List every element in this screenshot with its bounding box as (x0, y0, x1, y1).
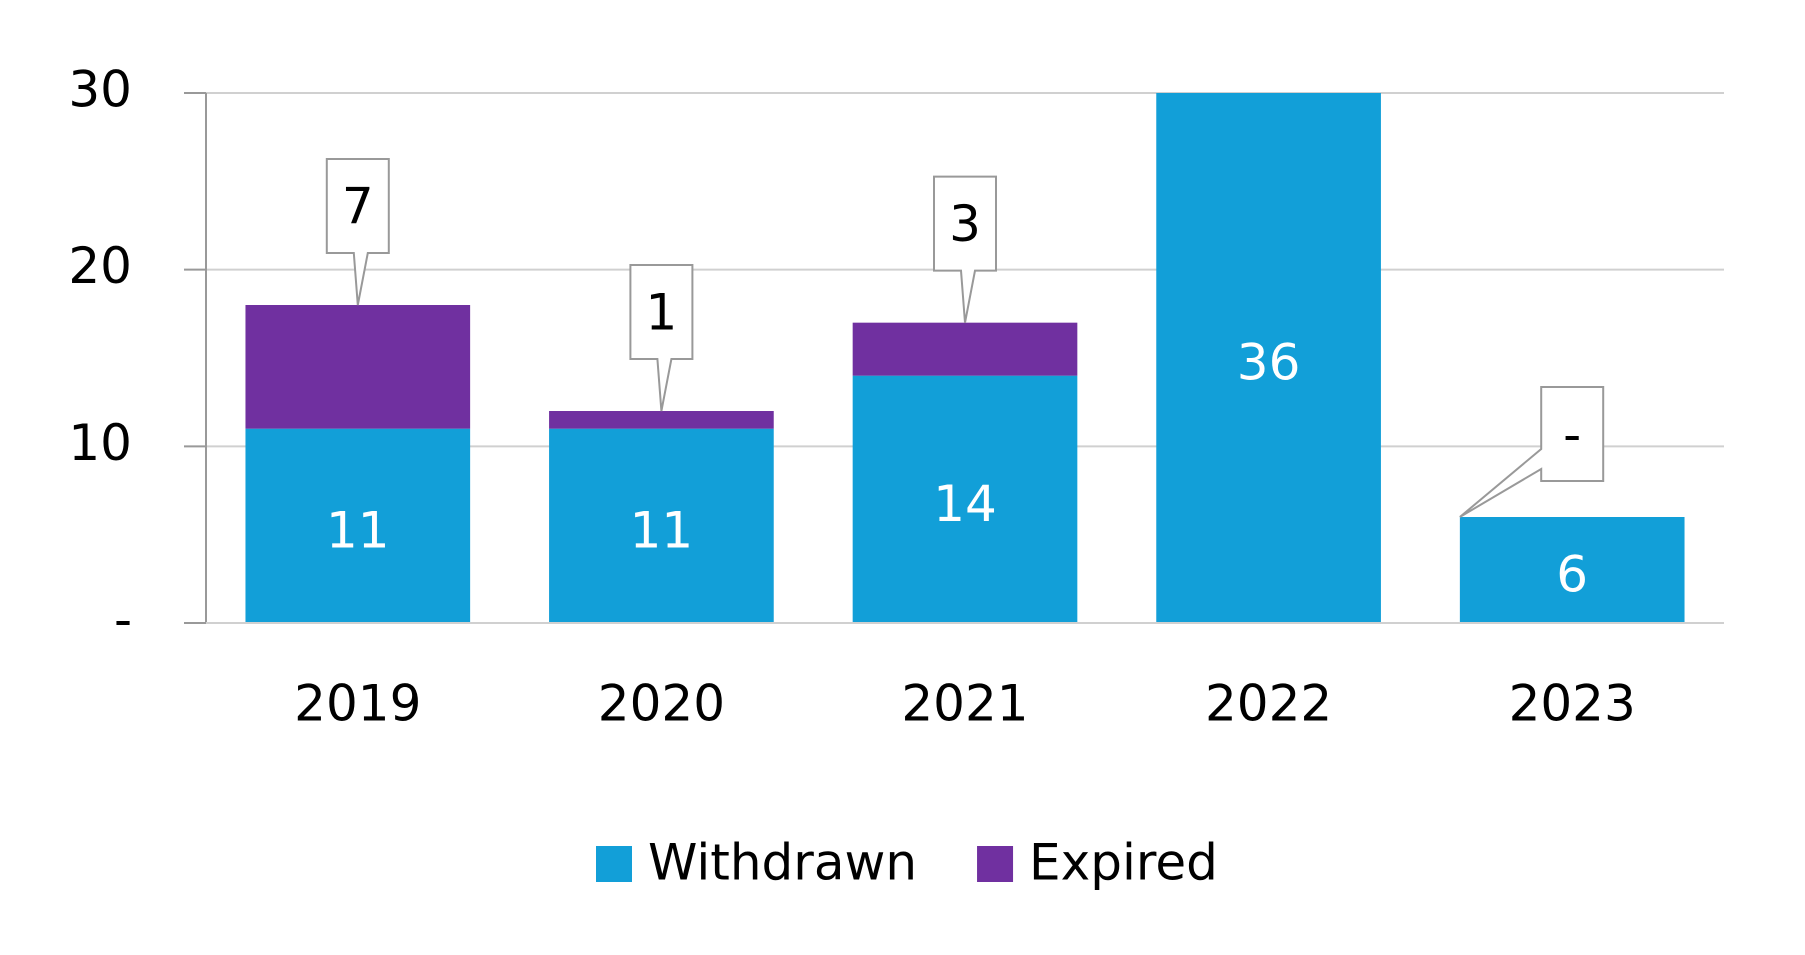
x-tick-label: 2021 (901, 675, 1028, 733)
plot-area (245, 93, 1685, 623)
legend-swatch (977, 846, 1014, 882)
bar-segment (852, 322, 1078, 376)
legend-label: Withdrawn (648, 834, 917, 892)
callout-box (1459, 386, 1605, 518)
data-label: 3 (949, 195, 981, 253)
data-label: 7 (342, 178, 374, 236)
bar-segment (245, 305, 471, 429)
callout-box (629, 264, 694, 412)
bar-segment (1156, 93, 1381, 623)
bar-segment (1459, 517, 1685, 623)
data-label: 14 (933, 475, 997, 533)
bar-segment (549, 411, 774, 429)
y-tick-label: - (114, 591, 132, 649)
data-label: 1 (645, 284, 677, 342)
data-label: 11 (630, 501, 694, 559)
x-tick-label: 2022 (1205, 675, 1332, 733)
callout-box (933, 175, 997, 323)
x-tick-label: 2019 (294, 675, 421, 733)
x-tick-label: 2020 (598, 675, 725, 733)
legend-swatch (596, 846, 632, 882)
data-label: 36 (1237, 334, 1301, 392)
y-tick-label: 30 (68, 61, 132, 119)
x-tick-label: 2023 (1509, 675, 1636, 733)
bar-segment (245, 428, 471, 623)
data-label: 6 (1556, 546, 1588, 604)
data-label: - (1563, 406, 1581, 464)
y-tick-label: 10 (68, 414, 132, 472)
data-label: 11 (326, 501, 390, 559)
bar-segment (549, 428, 774, 623)
callout-box (325, 158, 390, 306)
legend-label: Expired (1029, 834, 1218, 892)
bar-segment (852, 375, 1078, 623)
y-tick-label: 20 (68, 237, 132, 295)
